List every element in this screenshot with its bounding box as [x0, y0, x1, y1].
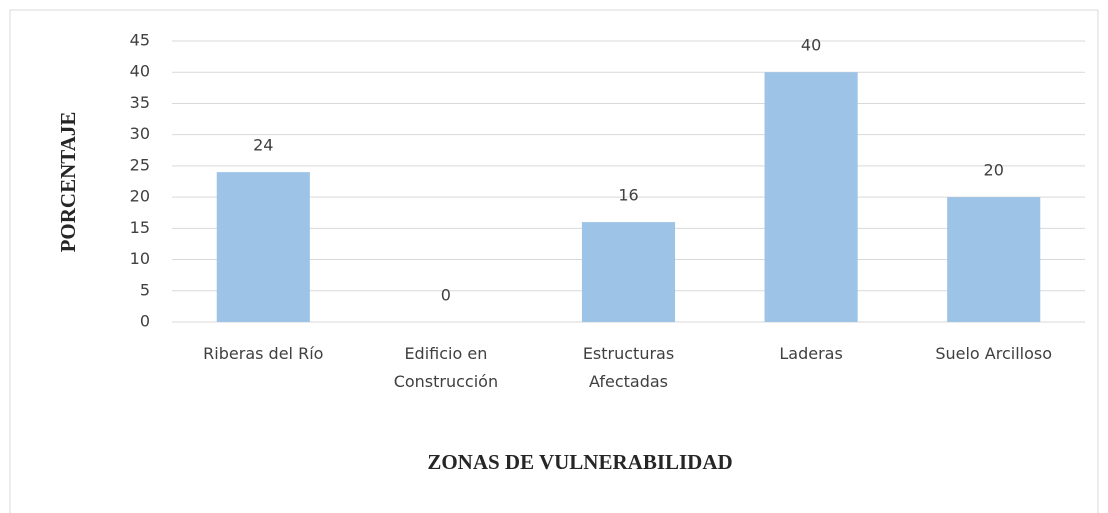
data-label: 20 — [984, 161, 1004, 180]
y-tick-label: 20 — [130, 187, 150, 206]
y-tick-label: 15 — [130, 218, 150, 237]
bar — [216, 172, 310, 322]
y-tick-label: 5 — [140, 280, 150, 299]
y-tick-label: 25 — [130, 155, 150, 174]
bar — [764, 72, 858, 322]
x-tick-label: Laderas — [779, 344, 843, 363]
bar — [581, 222, 676, 322]
y-tick-label: 45 — [130, 31, 150, 50]
x-tick-label: Riberas del Río — [203, 344, 324, 363]
x-axis-title: ZONAS DE VULNERABILIDAD — [427, 450, 732, 474]
x-tick-label: Estructuras Afectadas — [582, 344, 675, 391]
x-tick-label: Edificio en Construcción — [393, 344, 499, 391]
y-tick-label: 40 — [130, 62, 150, 81]
data-label: 24 — [253, 136, 273, 155]
y-tick-label: 35 — [130, 93, 150, 112]
y-tick-label: 30 — [130, 124, 150, 143]
chart-border — [9, 9, 1099, 513]
data-label: 16 — [618, 186, 638, 205]
x-tick-label: Suelo Arcilloso — [935, 344, 1053, 363]
y-axis-title: PORCENTAJE — [56, 112, 80, 253]
data-label: 0 — [441, 286, 451, 305]
data-label: 40 — [801, 36, 821, 55]
y-tick-label: 0 — [140, 312, 150, 331]
bar — [947, 197, 1041, 322]
y-tick-label: 10 — [130, 249, 150, 268]
